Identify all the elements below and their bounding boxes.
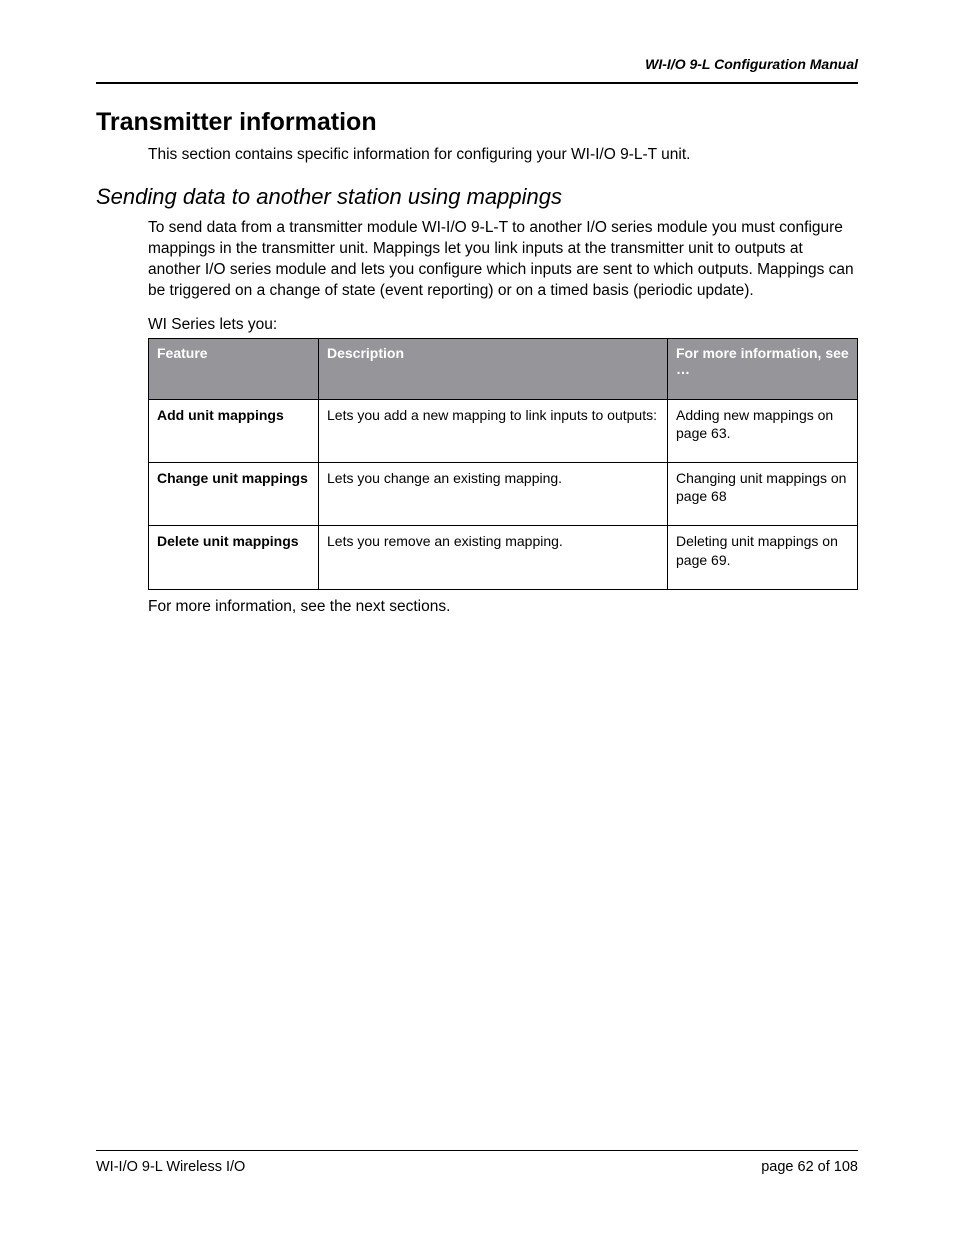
- col-header-description: Description: [319, 338, 668, 399]
- description-cell: Lets you remove an existing mapping.: [319, 526, 668, 589]
- table-lead-in: WI Series lets you:: [148, 316, 858, 334]
- footer-left: WI-I/O 9-L Wireless I/O: [96, 1159, 245, 1175]
- page-footer: WI-I/O 9-L Wireless I/O page 62 of 108: [96, 1150, 858, 1175]
- feature-cell: Add unit mappings: [149, 399, 319, 462]
- document-page: WI-I/O 9-L Configuration Manual Transmit…: [0, 0, 954, 1235]
- description-cell: Lets you add a new mapping to link input…: [319, 399, 668, 462]
- table-row: Change unit mappings Lets you change an …: [149, 462, 858, 525]
- header-rule: [96, 82, 858, 84]
- more-info-cell: Deleting unit mappings on page 69.: [668, 526, 858, 589]
- feature-cell: Delete unit mappings: [149, 526, 319, 589]
- running-header: WI-I/O 9-L Configuration Manual: [96, 56, 858, 72]
- description-cell: Lets you change an existing mapping.: [319, 462, 668, 525]
- feature-table: Feature Description For more information…: [148, 338, 858, 590]
- table-row: Add unit mappings Lets you add a new map…: [149, 399, 858, 462]
- feature-cell: Change unit mappings: [149, 462, 319, 525]
- more-info-cell: Adding new mappings on page 63.: [668, 399, 858, 462]
- col-header-more: For more information, see …: [668, 338, 858, 399]
- section-heading-2: Sending data to another station using ma…: [96, 184, 858, 210]
- col-header-feature: Feature: [149, 338, 319, 399]
- table-header-row: Feature Description For more information…: [149, 338, 858, 399]
- footer-right: page 62 of 108: [761, 1159, 858, 1175]
- footer-rule: [96, 1150, 858, 1151]
- more-info-cell: Changing unit mappings on page 68: [668, 462, 858, 525]
- section-heading-1: Transmitter information: [96, 108, 858, 137]
- table-row: Delete unit mappings Lets you remove an …: [149, 526, 858, 589]
- body-paragraph-1: To send data from a transmitter module W…: [148, 218, 858, 302]
- after-table-paragraph: For more information, see the next secti…: [148, 598, 858, 616]
- intro-paragraph: This section contains specific informati…: [148, 145, 858, 166]
